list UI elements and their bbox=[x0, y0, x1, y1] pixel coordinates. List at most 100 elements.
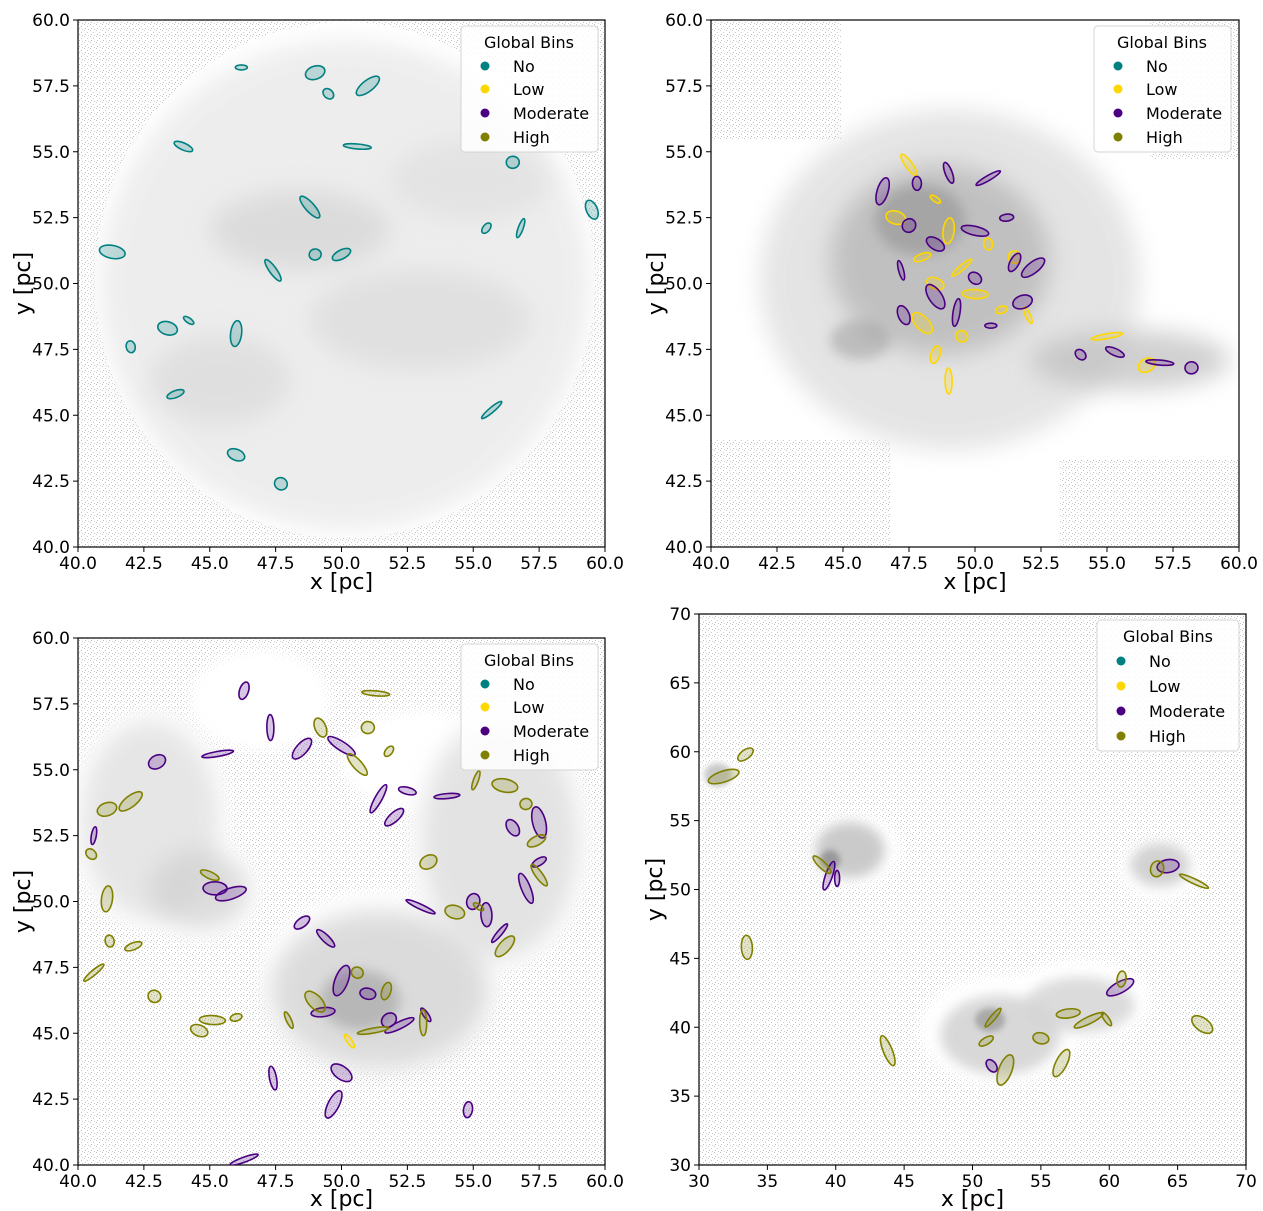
y-axis-label: y [pc] bbox=[643, 858, 668, 921]
contour-low bbox=[942, 217, 956, 245]
contour-moderate bbox=[833, 869, 841, 888]
contour-high bbox=[383, 745, 395, 758]
y-tick-label: 50.0 bbox=[32, 275, 70, 295]
y-tick-label: 42.5 bbox=[32, 472, 70, 492]
x-tick-label: 40 bbox=[825, 1172, 847, 1192]
contour-high bbox=[198, 1014, 227, 1026]
contour-no bbox=[182, 315, 195, 326]
legend-label-no: No bbox=[513, 57, 535, 76]
contour-moderate bbox=[960, 224, 990, 237]
y-tick-label: 30 bbox=[669, 1156, 691, 1176]
contour-high bbox=[526, 834, 547, 848]
contour-high bbox=[491, 777, 519, 794]
x-tick-label: 57.5 bbox=[1154, 554, 1192, 574]
contour-moderate bbox=[238, 681, 250, 701]
y-tick-label: 40 bbox=[669, 1018, 691, 1038]
contour-no bbox=[322, 87, 335, 100]
contour-low bbox=[955, 329, 969, 343]
legend-label-no: No bbox=[513, 675, 535, 694]
y-tick-label: 50.0 bbox=[32, 893, 70, 913]
contour-no bbox=[264, 258, 282, 282]
legend-label-low: Low bbox=[1149, 677, 1181, 696]
contour-no bbox=[584, 199, 600, 220]
contour-high bbox=[470, 770, 481, 791]
contour-moderate bbox=[266, 713, 275, 742]
contour-no bbox=[342, 142, 373, 151]
legend-marker-no bbox=[480, 61, 490, 71]
contour-high bbox=[494, 935, 516, 958]
contour-high bbox=[740, 934, 754, 961]
contour-moderate bbox=[1074, 348, 1087, 361]
y-tick-label: 42.5 bbox=[665, 472, 703, 492]
y-tick-label: 52.5 bbox=[32, 209, 70, 229]
contour-high bbox=[1073, 1011, 1104, 1029]
contour-no bbox=[331, 247, 352, 262]
legend-title: Global Bins bbox=[484, 33, 574, 52]
contour-no bbox=[157, 320, 179, 336]
y-axis: 30 35 40 45 50 55 60 65 70 bbox=[669, 605, 699, 1176]
contour-moderate bbox=[998, 213, 1015, 222]
contour-high bbox=[978, 1035, 995, 1047]
y-tick-label: 50.0 bbox=[665, 275, 703, 295]
contour-high bbox=[82, 963, 105, 983]
y-tick-label: 57.5 bbox=[32, 695, 70, 715]
x-tick-label: 60 bbox=[1098, 1172, 1120, 1192]
contour-moderate bbox=[517, 872, 535, 905]
y-tick-label: 55.0 bbox=[665, 143, 703, 163]
contour-low bbox=[961, 288, 989, 300]
contour-low bbox=[929, 194, 942, 204]
contour-moderate bbox=[490, 922, 509, 944]
y-axis-label: y [pc] bbox=[644, 252, 669, 315]
y-tick-label: 60 bbox=[669, 743, 691, 763]
x-tick-label: 47.5 bbox=[890, 554, 928, 574]
contour-moderate bbox=[332, 964, 351, 997]
contour-no bbox=[125, 339, 137, 354]
contour-moderate bbox=[397, 785, 417, 796]
contour-no bbox=[166, 388, 185, 400]
legend-marker-no bbox=[1113, 61, 1123, 71]
contour-moderate bbox=[433, 792, 461, 800]
legend-marker-low bbox=[1116, 681, 1126, 691]
contour-moderate bbox=[291, 737, 313, 760]
contour-high bbox=[418, 1008, 428, 1037]
contour-high bbox=[1149, 860, 1165, 878]
legend-marker-no bbox=[480, 679, 490, 689]
contour-layer bbox=[707, 747, 1214, 1086]
x-tick-label: 60.0 bbox=[1220, 554, 1258, 574]
y-tick-label: 40.0 bbox=[32, 538, 70, 558]
contour-high bbox=[356, 1026, 390, 1036]
contour-low bbox=[1022, 306, 1034, 325]
y-tick-label: 52.5 bbox=[32, 827, 70, 847]
contour-no bbox=[308, 248, 322, 261]
x-tick-label: 52.5 bbox=[388, 554, 426, 574]
contour-no bbox=[98, 244, 126, 260]
contour-high bbox=[444, 904, 466, 920]
contour-moderate bbox=[268, 1065, 278, 1091]
y-axis-label: y [pc] bbox=[11, 870, 36, 933]
contour-no bbox=[480, 400, 503, 420]
contour-moderate bbox=[201, 749, 235, 759]
contour-high bbox=[996, 1054, 1015, 1086]
legend-label-no: No bbox=[1146, 57, 1168, 76]
x-tick-label: 50.0 bbox=[323, 554, 361, 574]
contour-layer bbox=[875, 153, 1199, 395]
x-axis: 40.0 42.5 45.0 47.5 50.0 52.5 55.0 57.5 60.0 bbox=[59, 1165, 624, 1192]
y-tick-label: 65 bbox=[669, 674, 691, 694]
contour-moderate bbox=[359, 987, 377, 1001]
contour-moderate bbox=[911, 175, 923, 192]
contour-moderate bbox=[985, 1058, 998, 1073]
contour-high bbox=[1191, 1014, 1214, 1035]
contour-high bbox=[1100, 1011, 1113, 1027]
y-tick-label: 40.0 bbox=[665, 538, 703, 558]
y-axis-label: y [pc] bbox=[11, 252, 36, 315]
y-tick-label: 45.0 bbox=[32, 406, 70, 426]
x-tick-label: 45.0 bbox=[191, 1172, 229, 1192]
legend-marker-moderate bbox=[1113, 108, 1123, 118]
contour-no bbox=[355, 75, 381, 97]
contour-moderate bbox=[147, 753, 167, 770]
contour-no bbox=[234, 64, 249, 71]
x-tick-label: 50 bbox=[962, 1172, 984, 1192]
y-tick-label: 40.0 bbox=[32, 1156, 70, 1176]
y-tick-label: 47.5 bbox=[665, 340, 703, 360]
